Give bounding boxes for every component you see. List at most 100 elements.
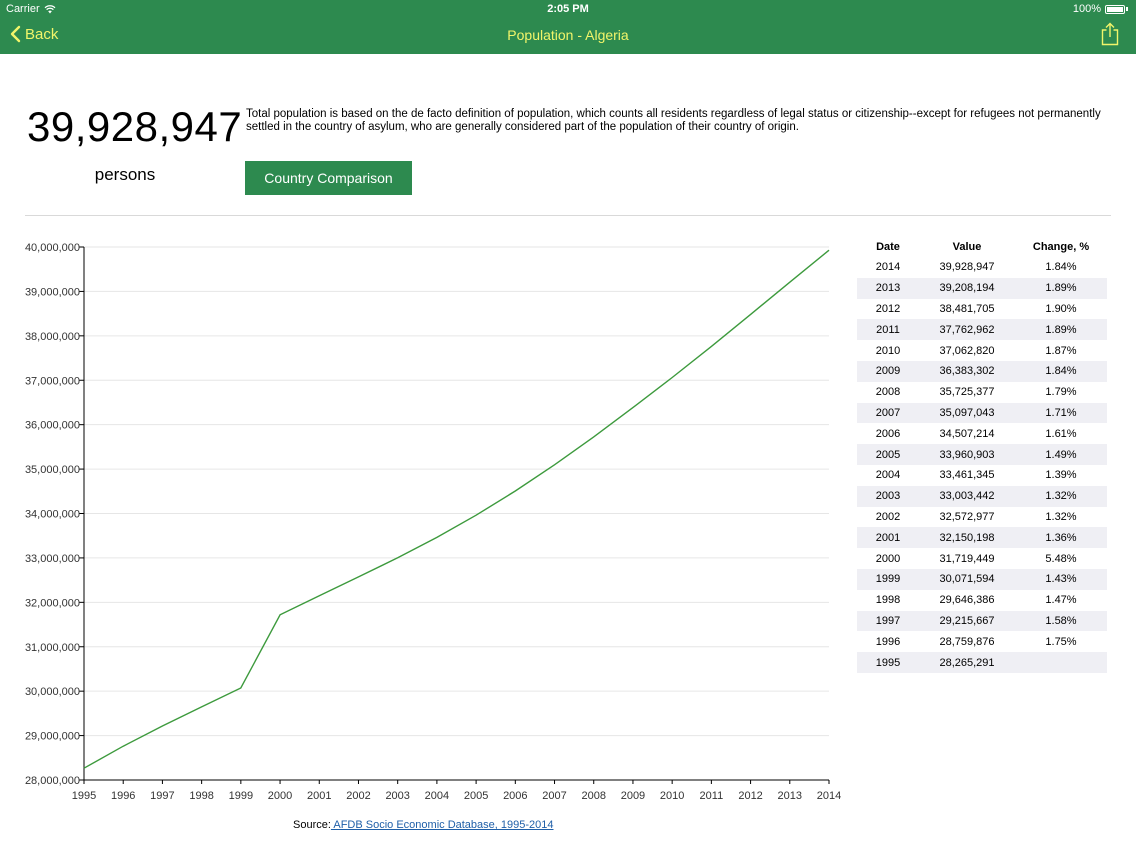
- cell-change: 1.89%: [1045, 323, 1077, 336]
- header-date: Date: [876, 240, 900, 253]
- table-body: 2014 39,928,947 1.84% 2013 39,208,194 1.89% 20…: [857, 257, 1107, 673]
- cell-change: 1.43%: [1045, 573, 1077, 586]
- cell-date: 1997: [875, 614, 901, 627]
- cell-change: 1.36%: [1045, 531, 1077, 544]
- country-comparison-button[interactable]: Country Comparison: [245, 161, 412, 195]
- cell-change: 1.84%: [1045, 261, 1077, 274]
- cell-value: 32,572,977: [939, 510, 995, 523]
- y-tick-label: 40,000,000: [25, 242, 80, 254]
- cell-change: 1.87%: [1045, 344, 1077, 357]
- x-tick-label: 2001: [307, 790, 331, 802]
- x-tick-label: 1997: [150, 790, 174, 802]
- population-value: 39,928,947: [27, 103, 243, 150]
- y-tick-label: 38,000,000: [25, 331, 80, 343]
- back-button[interactable]: Back: [10, 25, 58, 43]
- cell-value: 29,646,386: [939, 594, 995, 607]
- y-tick-label: 36,000,000: [25, 420, 80, 432]
- table-row: 2001 32,150,198 1.36%: [857, 527, 1107, 549]
- cell-date: 2006: [875, 427, 901, 440]
- table-header: Date Value Change, %: [857, 236, 1107, 257]
- cell-date: 2002: [875, 510, 901, 523]
- table-row: 1995 28,265,291: [857, 652, 1107, 673]
- table-row: 2010 37,062,820 1.87%: [857, 340, 1107, 361]
- cell-value: 37,762,962: [939, 323, 995, 336]
- cell-date: 1998: [875, 594, 901, 607]
- header-change: Change, %: [1032, 240, 1090, 253]
- cell-value: 29,215,667: [939, 614, 995, 627]
- y-tick-label: 33,000,000: [25, 553, 80, 565]
- cell-date: 2007: [875, 406, 901, 419]
- population-series-line: [83, 249, 830, 769]
- cell-value: 30,071,594: [939, 573, 995, 586]
- cell-value: 39,208,194: [939, 282, 995, 295]
- x-tick-label: 2011: [700, 790, 724, 802]
- cell-date: 2013: [875, 282, 901, 295]
- x-tick-label: 2003: [385, 790, 409, 802]
- table-row: 1996 28,759,876 1.75%: [857, 631, 1107, 652]
- table-row: 1998 29,646,386 1.47%: [857, 590, 1107, 611]
- cell-date: 2008: [875, 386, 901, 399]
- status-carrier: Carrier: [6, 3, 56, 15]
- cell-change: 1.90%: [1045, 302, 1077, 315]
- table-row: 2009 36,383,302 1.84%: [857, 360, 1107, 382]
- y-tick-label: 28,000,000: [25, 775, 80, 787]
- cell-value: 32,150,198: [939, 531, 995, 544]
- table-row: 2000 31,719,449 5.48%: [857, 548, 1107, 569]
- population-line-chart: 28,000,000 29,000,000 30,000,000 31,000,000…: [25, 242, 841, 802]
- data-points: [83, 250, 830, 769]
- cell-date: 2009: [875, 365, 901, 378]
- x-tick-label: 2012: [738, 790, 762, 802]
- table-row: 2007 35,097,043 1.71%: [857, 402, 1107, 424]
- cell-value: 33,960,903: [939, 448, 995, 461]
- status-time: 2:05 PM: [547, 3, 589, 15]
- page-title: Population - Algeria: [507, 27, 629, 43]
- x-tick-label: 1995: [72, 790, 96, 802]
- y-tick-label: 29,000,000: [25, 731, 80, 743]
- cell-change: 1.89%: [1045, 282, 1077, 295]
- x-tick-label: 2005: [464, 790, 488, 802]
- source-citation: Source: AFDB Socio Economic Database, 19…: [293, 819, 554, 831]
- x-tick-label: 2002: [346, 790, 370, 802]
- cell-change: 1.84%: [1045, 365, 1077, 378]
- x-tick-label: 2009: [621, 790, 645, 802]
- cell-value: 33,461,345: [939, 469, 995, 482]
- y-tick-label: 35,000,000: [25, 464, 80, 476]
- y-tick-label: 30,000,000: [25, 686, 80, 698]
- cell-change: 1.32%: [1045, 510, 1077, 523]
- header-value: Value: [952, 240, 982, 253]
- cell-date: 2000: [875, 552, 901, 565]
- indicator-description: Total population is based on the de fact…: [246, 108, 1101, 133]
- status-battery: 100%: [1073, 3, 1128, 15]
- table-row: 2006 34,507,214 1.61%: [857, 423, 1107, 444]
- cell-value: 31,719,449: [939, 552, 995, 565]
- share-icon: [1101, 22, 1119, 46]
- cell-change: 5.48%: [1045, 552, 1077, 565]
- x-tick-label: 2006: [503, 790, 527, 802]
- source-link[interactable]: AFDB Socio Economic Database, 1995-2014: [330, 819, 554, 831]
- cell-change: 1.49%: [1045, 448, 1077, 461]
- cell-value: 33,003,442: [939, 490, 995, 503]
- cell-change: 1.71%: [1045, 406, 1077, 419]
- cell-value: 37,062,820: [939, 344, 995, 357]
- x-tick-label: 2007: [542, 790, 566, 802]
- cell-date: 2011: [876, 323, 900, 336]
- share-button[interactable]: [1100, 22, 1120, 51]
- table-row: 2008 35,725,377 1.79%: [857, 382, 1107, 403]
- y-tick-label: 39,000,000: [25, 286, 80, 298]
- y-tick-label: 31,000,000: [25, 642, 80, 654]
- table-row: 2005 33,960,903 1.49%: [857, 444, 1107, 465]
- wifi-icon: [44, 4, 56, 13]
- battery-percent: 100%: [1072, 3, 1101, 15]
- population-unit: persons: [94, 165, 156, 184]
- cell-change: 1.75%: [1045, 635, 1077, 648]
- cell-change: 1.79%: [1045, 386, 1077, 399]
- cell-date: 2004: [875, 469, 901, 482]
- cell-change: 1.61%: [1045, 427, 1077, 440]
- back-label: Back: [25, 25, 59, 43]
- table-row: 2002 32,572,977 1.32%: [857, 507, 1107, 528]
- cell-value: 35,725,377: [939, 386, 995, 399]
- x-tick-label: 1999: [229, 790, 253, 802]
- navigation-bar: Carrier 2:05 PM 100% Back Population - A…: [0, 0, 1136, 54]
- x-tick-label: 2013: [778, 790, 802, 802]
- cell-value: 38,481,705: [939, 302, 995, 315]
